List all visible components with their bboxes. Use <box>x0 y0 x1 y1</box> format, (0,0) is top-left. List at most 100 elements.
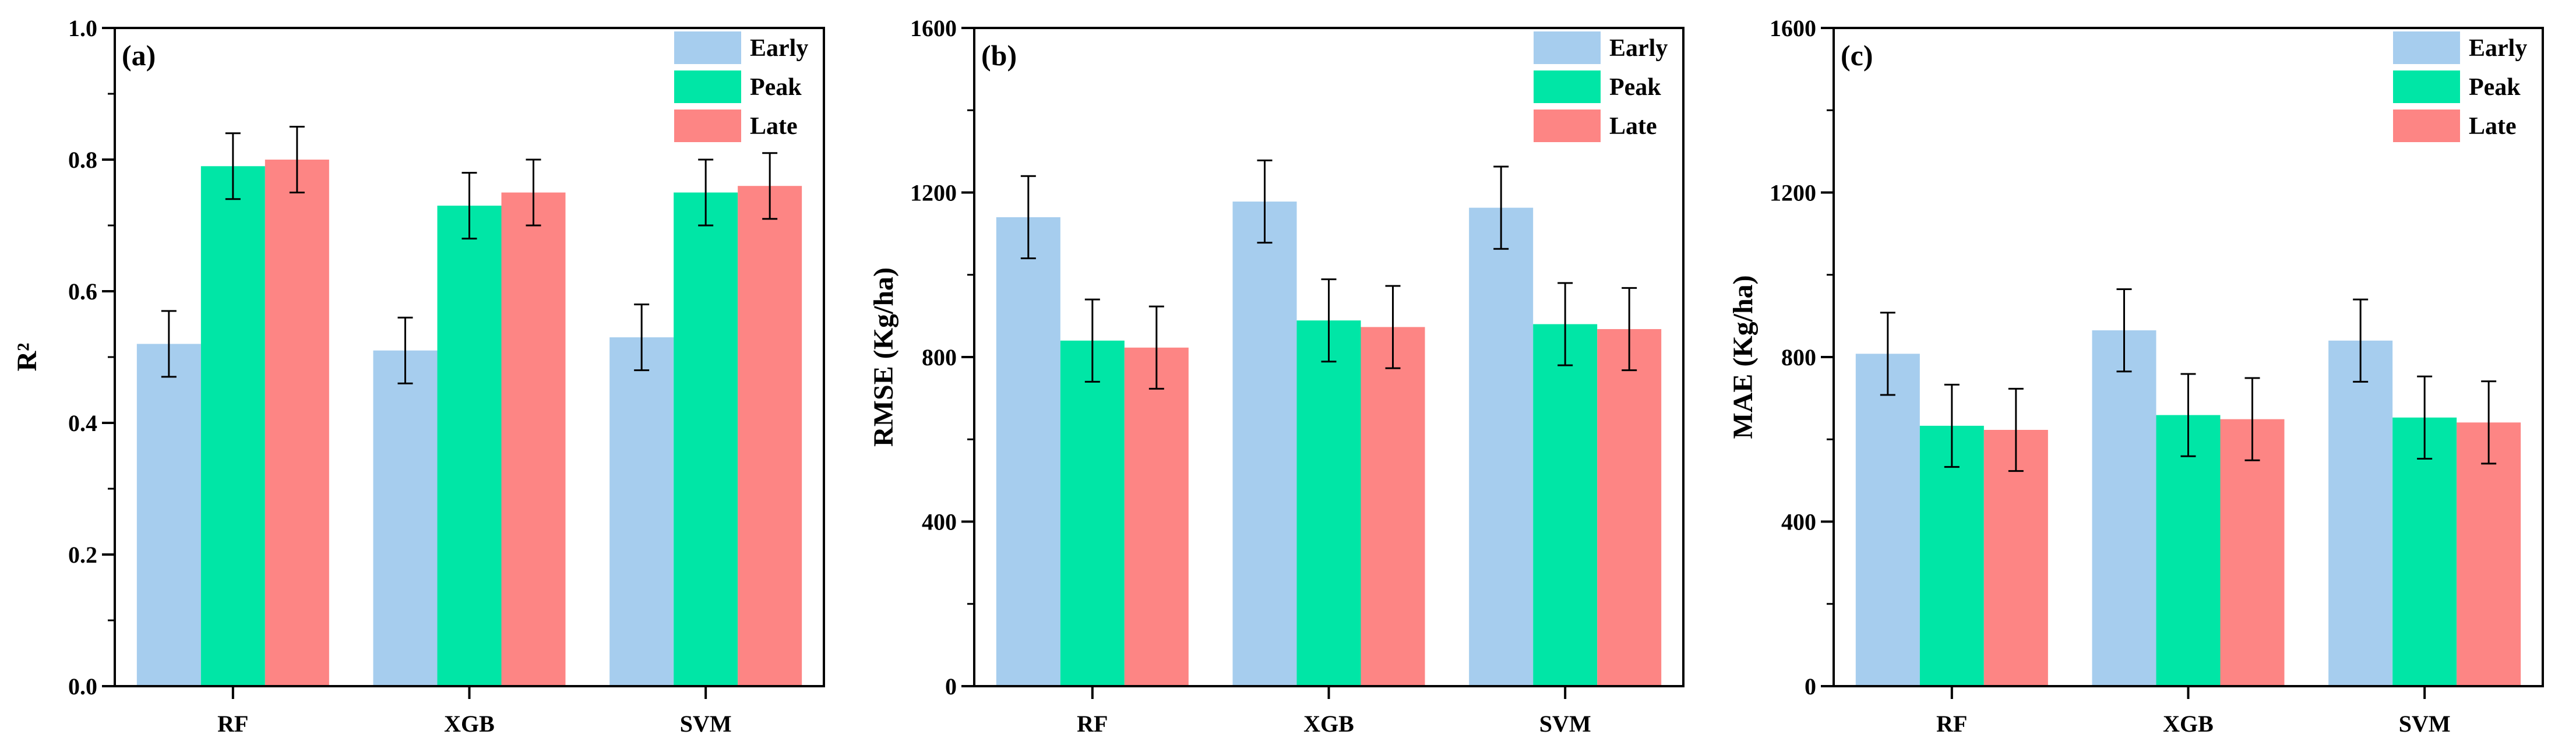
y-tick-label: 0 <box>945 673 957 700</box>
x-tick-label: SVM <box>680 711 732 737</box>
x-tick-label: SVM <box>2399 711 2451 737</box>
legend-label-peak: Peak <box>750 74 802 101</box>
legend-label-peak: Peak <box>1609 74 1661 101</box>
bar-early <box>1855 354 1920 686</box>
bar-late <box>2220 419 2285 686</box>
legend-swatch-late <box>2393 110 2460 142</box>
y-tick-label: 1600 <box>910 15 957 41</box>
error-bar <box>1880 312 1895 396</box>
bar-peak <box>200 166 265 686</box>
error-bar <box>634 303 650 372</box>
legend: Early Peak Late <box>674 31 808 142</box>
panel-b: (b) RMSE (Kg/ha) Early Peak Late 0 400 800 12… <box>868 15 1685 737</box>
y-axis-title: R² <box>12 343 43 371</box>
error-bar <box>1084 298 1100 383</box>
legend-swatch-peak <box>1534 70 1601 103</box>
y-tick-label: 1200 <box>910 180 957 206</box>
bar-late <box>501 192 566 686</box>
legend-swatch-peak <box>674 70 741 103</box>
legend: Early Peak Late <box>2393 31 2527 142</box>
error-bar <box>2008 387 2024 472</box>
bar-early <box>136 344 201 686</box>
error-bar <box>1622 287 1637 372</box>
legend-swatch-late <box>1534 110 1601 142</box>
legend: Early Peak Late <box>1534 31 1668 142</box>
bar-early <box>373 350 438 686</box>
bar-late <box>1124 347 1189 686</box>
error-bar <box>289 126 305 193</box>
y-axis-title: MAE (Kg/ha) <box>1728 275 1759 439</box>
error-bar <box>2417 375 2433 460</box>
y-axis-title: RMSE (Kg/ha) <box>868 267 899 447</box>
error-bar <box>2481 380 2497 465</box>
bar-early <box>996 217 1060 686</box>
bar-early <box>2328 340 2393 686</box>
legend-swatch-early <box>2393 31 2460 64</box>
y-tick-label: 0.6 <box>68 278 97 305</box>
bar-early <box>609 337 674 686</box>
panel-c: (c) MAE (Kg/ha) Early Peak Late 0 400 800 120… <box>1728 15 2544 737</box>
y-tick-label: 1600 <box>1770 15 1816 41</box>
bar-peak <box>2392 417 2457 686</box>
legend-swatch-late <box>674 110 741 142</box>
bar-peak <box>437 206 502 687</box>
bar-late <box>1597 329 1662 686</box>
x-tick-label: RF <box>1077 711 1108 737</box>
legend-swatch-early <box>674 31 741 64</box>
legend-label-peak: Peak <box>2469 74 2521 101</box>
y-tick-label: 1.0 <box>68 15 97 41</box>
error-bar <box>1385 285 1401 369</box>
y-tick-label: 0.2 <box>68 542 97 568</box>
y-tick-label: 400 <box>922 509 957 535</box>
bar-late <box>1361 327 1425 686</box>
bar-peak <box>2156 415 2221 686</box>
y-tick-label: 0.8 <box>68 147 97 173</box>
x-tick-label: RF <box>217 711 248 737</box>
error-bar <box>1257 159 1273 244</box>
error-bar <box>762 152 778 220</box>
bar-late <box>265 160 329 686</box>
bar-late <box>2457 422 2521 686</box>
legend-label-early: Early <box>2469 35 2527 62</box>
panel-label: (b) <box>981 39 1017 72</box>
error-bar <box>161 310 177 378</box>
error-bar <box>1148 305 1164 390</box>
y-tick-label: 0.4 <box>68 410 97 436</box>
legend-label-late: Late <box>1609 113 1657 140</box>
legend-label-late: Late <box>750 113 798 140</box>
legend-swatch-early <box>1534 31 1601 64</box>
error-bar <box>2353 298 2369 383</box>
panel-a: (a) R² Early Peak Late 0.0 0.2 0.4 0.6 0.8 1.0 R… <box>12 15 825 737</box>
y-tick-label: 800 <box>922 344 957 370</box>
bar-late <box>738 186 802 686</box>
error-bar <box>461 172 477 240</box>
bar-peak <box>1060 340 1125 686</box>
legend-label-early: Early <box>750 35 808 62</box>
bar-peak <box>674 192 738 686</box>
error-bar <box>1557 282 1573 366</box>
error-bar <box>1493 165 1509 250</box>
error-bar <box>526 158 541 227</box>
error-bar <box>1020 175 1036 259</box>
x-tick-label: SVM <box>1539 711 1591 737</box>
error-bar <box>1944 383 1960 468</box>
bar-early <box>1232 202 1297 687</box>
y-tick-label: 0 <box>1805 673 1816 700</box>
panel-label: (a) <box>122 39 156 72</box>
bar-late <box>1983 430 2048 686</box>
x-tick-label: XGB <box>444 711 495 737</box>
y-tick-label: 0.0 <box>68 673 97 700</box>
x-tick-label: RF <box>1936 711 1967 737</box>
error-bar <box>2116 288 2132 373</box>
legend-label-early: Early <box>1609 35 1668 62</box>
y-tick-label: 800 <box>1781 344 1816 370</box>
x-tick-label: XGB <box>2163 711 2214 737</box>
legend-label-late: Late <box>2469 113 2517 140</box>
legend-swatch-peak <box>2393 70 2460 103</box>
bar-peak <box>1533 324 1598 686</box>
error-bar <box>1321 278 1337 363</box>
bar-peak <box>1919 425 1984 686</box>
bar-peak <box>1296 320 1361 686</box>
bar-early <box>1469 207 1534 687</box>
